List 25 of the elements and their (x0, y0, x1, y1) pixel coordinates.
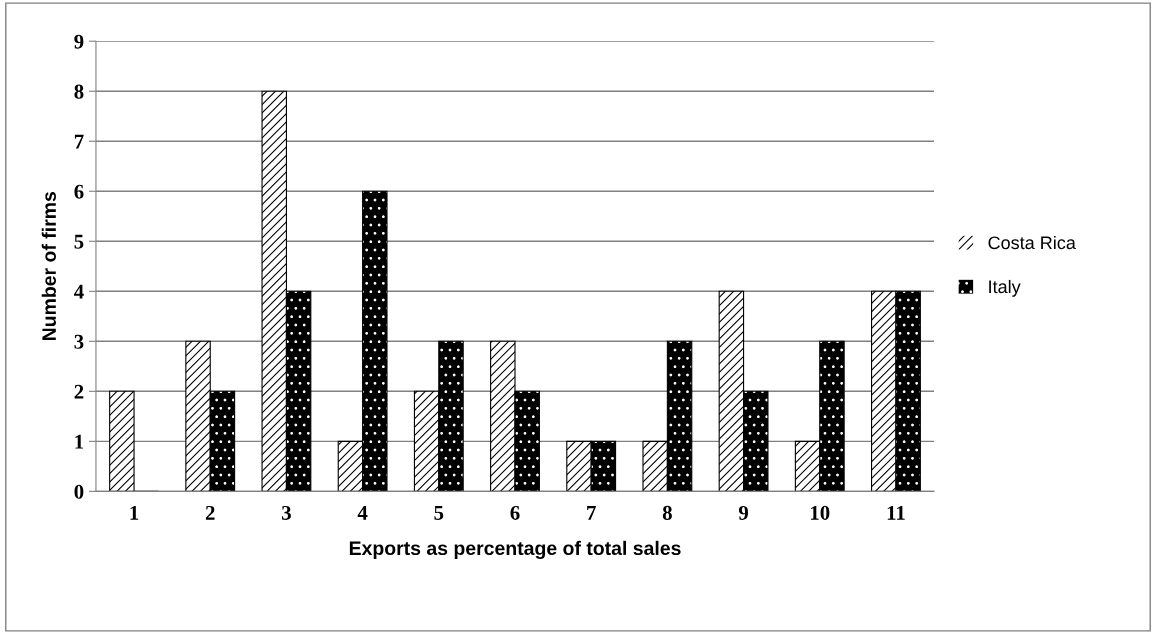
y-tick-label: 8 (74, 84, 84, 99)
x-tick-label: 6 (510, 505, 520, 520)
x-tick-label: 1 (130, 505, 139, 520)
y-tick-label: 4 (74, 284, 84, 299)
y-tick-label: 1 (75, 434, 84, 449)
x-axis-title: Exports as percentage of total sales (349, 540, 681, 560)
y-tick-label: 0 (74, 484, 84, 499)
x-tick-label: 11 (887, 505, 905, 520)
x-tick-label: 3 (282, 505, 291, 520)
x-tick-label: 9 (738, 505, 749, 520)
x-tick-label: 10 (811, 505, 830, 520)
y-axis-title: Number of firms (41, 191, 56, 341)
legend-label: Italy (989, 279, 1021, 297)
x-tick-label: 4 (357, 505, 368, 520)
y-tick-label: 9 (74, 34, 84, 49)
y-tick-label: 2 (74, 384, 84, 399)
legend-label: Costa Rica (988, 235, 1076, 250)
x-tick-label: 7 (587, 506, 596, 520)
y-tick-label: 3 (74, 334, 84, 349)
x-tick-label: 5 (434, 506, 444, 520)
y-tick-label: 6 (74, 184, 84, 199)
x-tick-label: 2 (205, 505, 215, 520)
y-tick-label: 7 (74, 134, 84, 149)
x-tick-label: 8 (662, 505, 672, 520)
y-tick-label: 5 (74, 234, 84, 249)
